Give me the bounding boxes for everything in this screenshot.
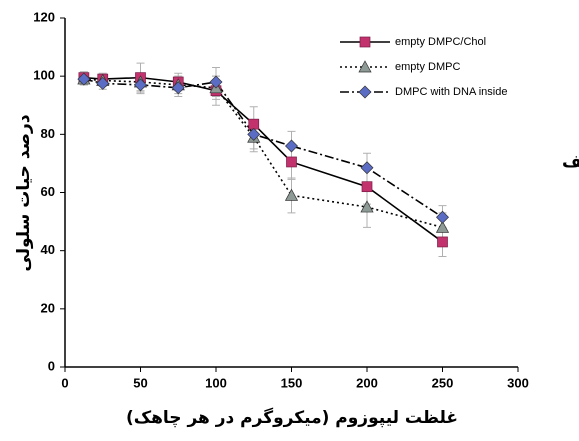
annotation: الف	[562, 152, 579, 172]
y-axis-label: درصد حیات سلولی	[14, 114, 34, 271]
point	[171, 81, 185, 95]
point	[436, 210, 449, 224]
y-tick-label: 120	[33, 9, 55, 24]
series-line	[83, 76, 443, 243]
x-tick-label: 0	[61, 375, 68, 390]
point	[285, 139, 298, 153]
x-tick-label: 50	[133, 375, 147, 390]
y-tick-label: 80	[41, 126, 55, 141]
x-axis-label: غلظت لیپوزوم (میکروگرم در هر چاهک)	[126, 407, 458, 428]
x-tick-label: 100	[205, 375, 227, 390]
point	[361, 181, 373, 193]
legend-label: empty DMPC	[395, 61, 460, 73]
x-tick-label: 200	[356, 375, 378, 390]
point	[96, 76, 110, 90]
point	[209, 75, 223, 89]
point	[77, 72, 91, 86]
y-tick-label: 20	[41, 300, 55, 315]
point	[360, 200, 374, 213]
point	[284, 188, 299, 201]
x-tick-label: 150	[281, 375, 303, 390]
y-tick-label: 40	[41, 242, 55, 257]
x-tick-label: 250	[432, 375, 454, 390]
point	[435, 220, 450, 233]
y-tick-label: 0	[48, 358, 55, 373]
point	[134, 78, 147, 92]
y-tick-label: 60	[41, 184, 55, 199]
x-tick-label: 300	[507, 375, 529, 390]
point	[437, 236, 448, 248]
legend-marker	[358, 85, 372, 99]
y-tick-label: 100	[33, 68, 55, 83]
legend-label: DMPC with DNA inside	[395, 86, 507, 98]
legend-label: empty DMPC/Chol	[395, 36, 486, 48]
point	[360, 161, 374, 175]
legend-marker	[359, 36, 371, 48]
point	[247, 127, 261, 141]
point	[248, 118, 260, 130]
series-line	[83, 78, 443, 218]
series-line	[83, 78, 443, 229]
point	[286, 156, 297, 168]
legend-marker	[358, 60, 372, 73]
